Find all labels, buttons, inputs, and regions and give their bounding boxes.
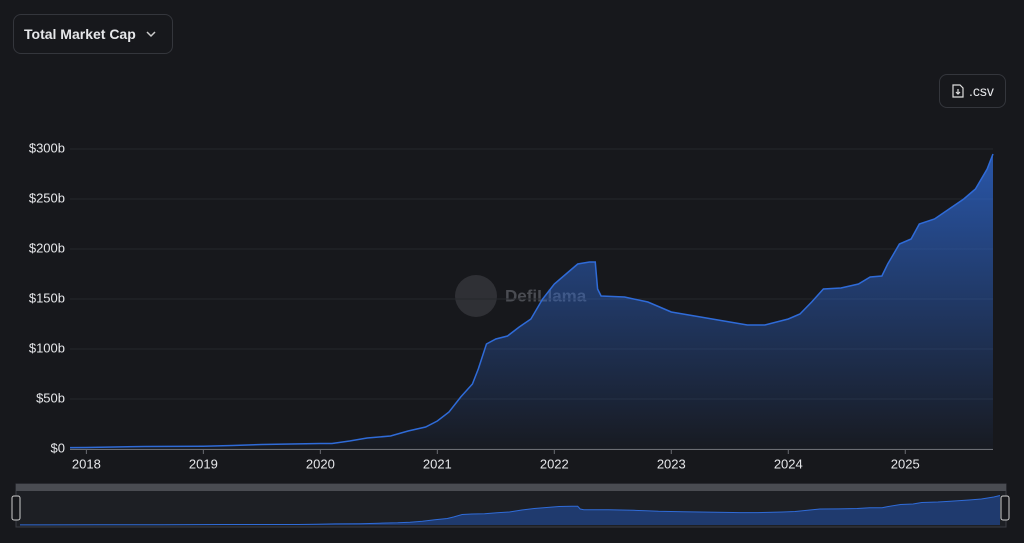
navigator-handle[interactable] [11,495,21,521]
x-tick-label: 2019 [189,456,218,471]
line [69,153,994,449]
csv-button-label: .csv [969,83,994,99]
chevron-icon [146,31,156,38]
y-tick-label: $100b [29,340,65,355]
navigator-line [19,495,1001,526]
navigator[interactable] [15,483,1007,528]
x-tick-label: 2022 [540,456,569,471]
y-tick-label: $200b [29,240,65,255]
x-tick-label: 2024 [774,456,803,471]
y-tick-label: $300b [29,140,65,155]
x-tick-label: 2021 [423,456,452,471]
metric-button[interactable]: Total Market Cap [13,14,173,54]
navigator-area [20,495,1000,525]
x-tick-label: 2025 [891,456,920,471]
watermark-logo [455,275,497,317]
y-tick-label: $50b [36,390,65,405]
y-tick-label: $250b [29,190,65,205]
navigator-handle[interactable] [1000,495,1010,521]
csv-button[interactable]: .csv [939,74,1006,108]
area [70,154,993,449]
y-tick-label: $150b [29,290,65,305]
watermark: DefiLlama [505,286,587,305]
file-icon [952,84,964,98]
metric-button-label: Total Market Cap [24,26,136,42]
x-tick-label: 2018 [72,456,101,471]
navigator-bar[interactable] [16,484,1006,491]
x-tick-label: 2020 [306,456,335,471]
y-tick-label: $0 [51,440,65,455]
x-tick-label: 2023 [657,456,686,471]
